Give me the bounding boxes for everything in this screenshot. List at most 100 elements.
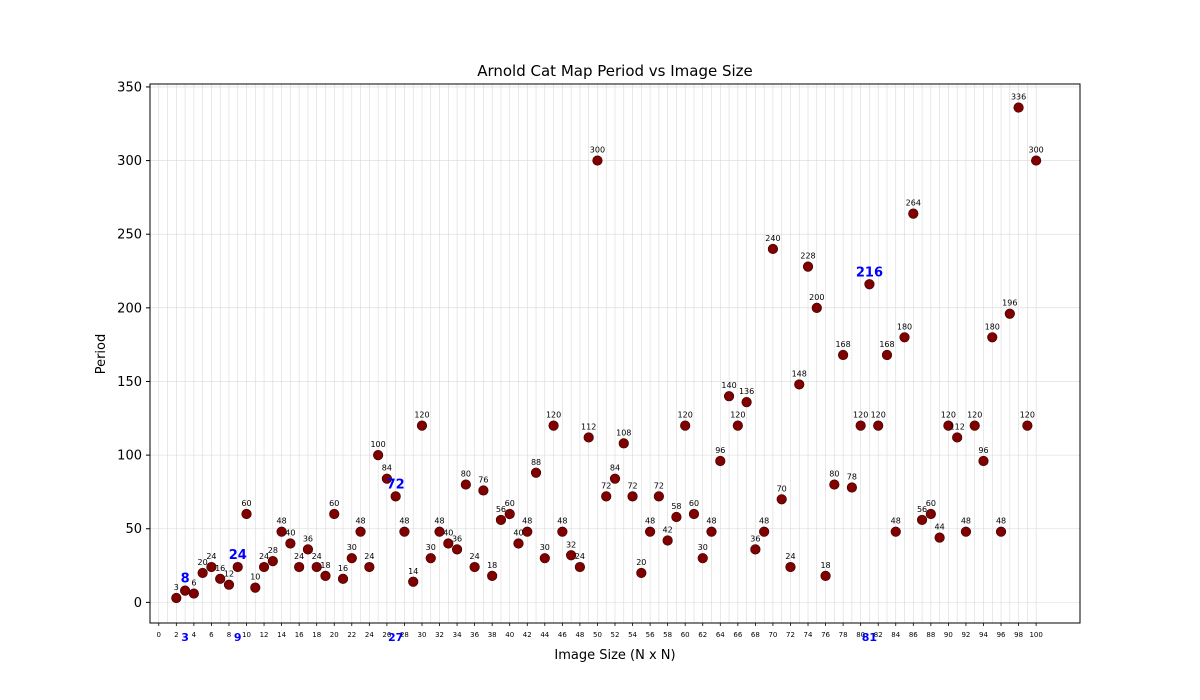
- data-label: 196: [1002, 299, 1017, 308]
- data-point: [952, 432, 963, 443]
- x-tick-label: 38: [488, 631, 497, 639]
- data-label: 42: [663, 526, 673, 535]
- data-label: 108: [616, 428, 631, 437]
- data-point: [908, 208, 919, 219]
- data-point: [258, 561, 270, 573]
- x-tick-label: 0: [157, 631, 161, 639]
- x-tick-label: 2: [174, 631, 178, 639]
- data-point: [873, 420, 884, 431]
- data-label: 3: [174, 583, 179, 592]
- data-label: 168: [835, 340, 850, 349]
- data-label: 56: [917, 505, 927, 514]
- data-point: [899, 332, 910, 343]
- data-label: 88: [531, 458, 541, 467]
- data-point: [601, 491, 612, 502]
- x-tick-label: 40: [505, 631, 514, 639]
- data-point: [478, 485, 489, 496]
- data-point: [232, 561, 243, 573]
- data-point: [241, 508, 252, 520]
- data-point: [715, 455, 726, 467]
- data-label: 48: [645, 517, 655, 526]
- data-label: 300: [1028, 146, 1043, 155]
- data-point: [794, 379, 805, 390]
- x-tick-label-highlight: 9: [234, 631, 242, 644]
- data-point: [987, 332, 998, 343]
- data-point: [408, 576, 419, 587]
- data-label: 44: [935, 523, 945, 532]
- data-label: 40: [285, 528, 295, 537]
- data-point: [302, 544, 314, 555]
- data-label: 24: [312, 552, 322, 561]
- y-tick-label: 50: [125, 522, 142, 537]
- x-tick-label: 70: [768, 631, 777, 639]
- data-point: [443, 538, 454, 549]
- data-label: 120: [853, 411, 868, 420]
- data-point: [355, 526, 366, 537]
- data-point: [267, 556, 278, 567]
- x-tick-label: 36: [470, 631, 479, 639]
- data-point: [188, 588, 199, 599]
- x-tick-label: 94: [979, 631, 988, 639]
- x-tick-label: 34: [453, 631, 462, 639]
- x-tick-label: 84: [891, 631, 900, 639]
- data-label: 32: [566, 540, 576, 549]
- data-label: 30: [540, 543, 550, 552]
- data-point: [864, 279, 875, 290]
- data-label: 24: [294, 552, 304, 561]
- data-point: [811, 302, 822, 313]
- data-point: [451, 544, 463, 555]
- data-point: [662, 535, 673, 546]
- x-tick-label: 12: [260, 631, 269, 639]
- data-point: [548, 420, 559, 431]
- data-point: [574, 561, 586, 573]
- data-point: [723, 391, 735, 402]
- x-tick-label: 18: [312, 631, 321, 639]
- data-point: [1031, 155, 1042, 166]
- x-tick-label: 52: [611, 631, 620, 639]
- x-tick-label: 96: [997, 631, 1006, 639]
- x-tick-label: 64: [716, 631, 725, 639]
- data-point: [557, 526, 568, 537]
- x-tick-label: 16: [295, 631, 304, 639]
- data-point: [995, 526, 1007, 537]
- x-tick-label: 48: [575, 631, 584, 639]
- chart-title: Arnold Cat Map Period vs Image Size: [477, 62, 753, 80]
- x-tick-label: 20: [330, 631, 339, 639]
- data-point: [671, 511, 682, 523]
- data-label-highlight: 216: [856, 265, 883, 280]
- data-label: 24: [470, 552, 480, 561]
- x-tick-label: 68: [751, 631, 760, 639]
- data-point: [767, 243, 779, 255]
- data-point: [820, 570, 831, 581]
- data-point: [250, 582, 261, 593]
- data-point: [855, 420, 866, 431]
- x-tick-label: 4: [192, 631, 197, 639]
- x-tick-label: 100: [1029, 631, 1042, 639]
- x-tick-label: 62: [698, 631, 707, 639]
- data-point: [732, 420, 743, 431]
- data-labels: 38 62024161224601024284840243624186016304…: [174, 93, 1044, 592]
- data-label: 60: [241, 499, 251, 508]
- data-label: 120: [1020, 411, 1035, 420]
- data-label: 24: [364, 552, 374, 561]
- data-label: 48: [399, 517, 409, 526]
- data-point: [890, 526, 901, 537]
- data-label: 80: [461, 470, 471, 479]
- x-tick-label-highlight: 81: [862, 631, 877, 644]
- data-point: [785, 561, 796, 573]
- x-axis-label: Image Size (N x N): [554, 648, 675, 663]
- data-point: [688, 508, 700, 520]
- x-tick-label: 30: [418, 631, 427, 639]
- data-point: [609, 473, 621, 484]
- data-label: 84: [382, 464, 392, 473]
- x-tick-label: 26: [382, 631, 391, 639]
- data-label: 48: [961, 517, 971, 526]
- data-label: 336: [1011, 93, 1026, 102]
- data-point: [1004, 308, 1015, 319]
- data-point: [653, 491, 664, 502]
- data-label: 30: [347, 543, 357, 552]
- data-label: 168: [879, 340, 894, 349]
- data-label: 36: [750, 534, 760, 543]
